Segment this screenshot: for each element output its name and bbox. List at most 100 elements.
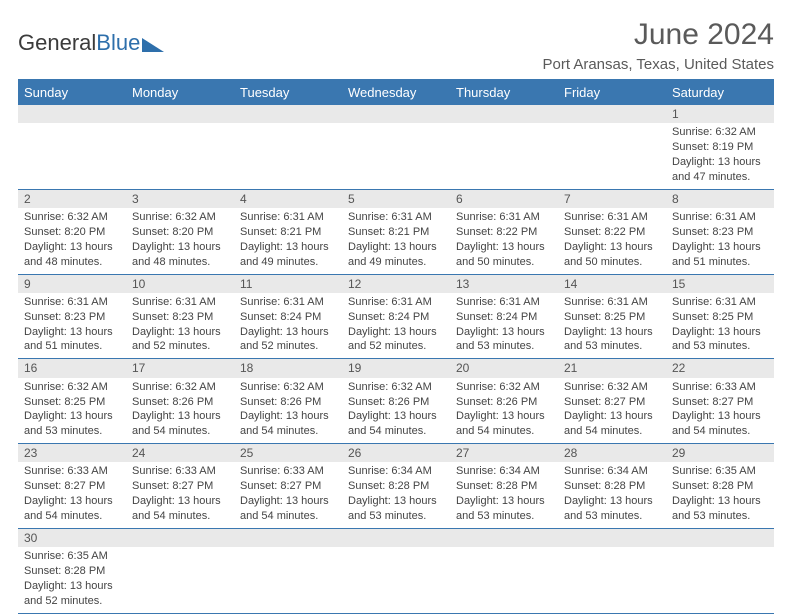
day-content-cell: Sunrise: 6:33 AMSunset: 8:27 PMDaylight:… [666, 378, 774, 444]
sunrise-line: Sunrise: 6:31 AM [132, 296, 216, 308]
day-details: Sunrise: 6:32 AMSunset: 8:26 PMDaylight:… [342, 378, 450, 443]
sunrise-line: Sunrise: 6:32 AM [456, 381, 540, 393]
day-details: Sunrise: 6:31 AMSunset: 8:25 PMDaylight:… [558, 293, 666, 358]
day-content-cell [342, 123, 450, 189]
sunrise-line: Sunrise: 6:31 AM [672, 211, 756, 223]
day-content-cell [234, 123, 342, 189]
day-number-cell [126, 105, 234, 123]
sunrise-line: Sunrise: 6:31 AM [672, 296, 756, 308]
day-number-cell [342, 528, 450, 547]
daylight-line: Daylight: 13 hours and 54 minutes. [456, 410, 545, 437]
day-number-cell: 14 [558, 274, 666, 293]
weekday-header: Sunday [18, 80, 126, 105]
sunrise-line: Sunrise: 6:32 AM [132, 381, 216, 393]
daylight-line: Daylight: 13 hours and 54 minutes. [132, 410, 221, 437]
day-number-cell [18, 105, 126, 123]
sunset-line: Sunset: 8:25 PM [672, 311, 753, 323]
day-content-cell: Sunrise: 6:31 AMSunset: 8:25 PMDaylight:… [558, 293, 666, 359]
day-content-cell: Sunrise: 6:32 AMSunset: 8:20 PMDaylight:… [126, 208, 234, 274]
sunrise-line: Sunrise: 6:31 AM [240, 211, 324, 223]
daylight-line: Daylight: 13 hours and 53 minutes. [456, 326, 545, 353]
title-block: June 2024 Port Aransas, Texas, United St… [542, 18, 774, 73]
day-content-cell [234, 547, 342, 613]
daylight-line: Daylight: 13 hours and 47 minutes. [672, 156, 761, 183]
day-number-cell: 9 [18, 274, 126, 293]
day-details: Sunrise: 6:31 AMSunset: 8:24 PMDaylight:… [234, 293, 342, 358]
daylight-line: Daylight: 13 hours and 48 minutes. [132, 241, 221, 268]
daylight-line: Daylight: 13 hours and 48 minutes. [24, 241, 113, 268]
day-number-cell: 8 [666, 189, 774, 208]
day-number-cell: 11 [234, 274, 342, 293]
daylight-line: Daylight: 13 hours and 54 minutes. [24, 495, 113, 522]
day-number: 21 [558, 359, 666, 377]
day-number: 4 [234, 190, 342, 208]
day-details: Sunrise: 6:31 AMSunset: 8:22 PMDaylight:… [558, 208, 666, 273]
sunset-line: Sunset: 8:27 PM [132, 480, 213, 492]
sunset-line: Sunset: 8:28 PM [456, 480, 537, 492]
sunrise-line: Sunrise: 6:35 AM [24, 550, 108, 562]
daylight-line: Daylight: 13 hours and 53 minutes. [564, 495, 653, 522]
calendar-body: 1 Sunrise: 6:32 AMSunset: 8:19 PMDayligh… [18, 105, 774, 613]
day-number: 2 [18, 190, 126, 208]
sunset-line: Sunset: 8:22 PM [564, 226, 645, 238]
calendar-week-numbers: 16171819202122 [18, 359, 774, 378]
day-details: Sunrise: 6:33 AMSunset: 8:27 PMDaylight:… [18, 462, 126, 527]
sunrise-line: Sunrise: 6:31 AM [240, 296, 324, 308]
daylight-line: Daylight: 13 hours and 54 minutes. [132, 495, 221, 522]
day-details: Sunrise: 6:32 AMSunset: 8:26 PMDaylight:… [450, 378, 558, 443]
sunrise-line: Sunrise: 6:33 AM [132, 465, 216, 477]
day-content-cell [558, 547, 666, 613]
sunrise-line: Sunrise: 6:31 AM [564, 211, 648, 223]
daylight-line: Daylight: 13 hours and 54 minutes. [564, 410, 653, 437]
sunset-line: Sunset: 8:28 PM [24, 565, 105, 577]
sunset-line: Sunset: 8:21 PM [348, 226, 429, 238]
sunset-line: Sunset: 8:23 PM [672, 226, 753, 238]
day-content-cell [18, 123, 126, 189]
day-content-cell: Sunrise: 6:33 AMSunset: 8:27 PMDaylight:… [234, 462, 342, 528]
daylight-line: Daylight: 13 hours and 54 minutes. [672, 410, 761, 437]
day-content-cell: Sunrise: 6:32 AMSunset: 8:20 PMDaylight:… [18, 208, 126, 274]
sunrise-line: Sunrise: 6:31 AM [564, 296, 648, 308]
day-number-cell [126, 528, 234, 547]
sunrise-line: Sunrise: 6:32 AM [564, 381, 648, 393]
day-details: Sunrise: 6:32 AM Sunset: 8:26 PM Daylight:… [126, 378, 234, 443]
day-number: 10 [126, 275, 234, 293]
daylight-line: Daylight: 13 hours and 53 minutes. [672, 495, 761, 522]
day-number: 7 [558, 190, 666, 208]
sunset-line: Sunset: 8:21 PM [240, 226, 321, 238]
day-number-cell: 6 [450, 189, 558, 208]
daylight-line: Daylight: 13 hours and 52 minutes. [240, 326, 329, 353]
day-number: 16 [18, 359, 126, 377]
day-number: 15 [666, 275, 774, 293]
day-details: Sunrise: 6:32 AMSunset: 8:20 PMDaylight:… [126, 208, 234, 273]
sunset-line: Sunset: 8:26 PM [132, 396, 213, 408]
day-number-cell: 7 [558, 189, 666, 208]
day-details: Sunrise: 6:32 AMSunset: 8:25 PMDaylight:… [18, 378, 126, 443]
weekday-header: Friday [558, 80, 666, 105]
day-content-cell [666, 547, 774, 613]
day-number-cell [342, 105, 450, 123]
day-content-cell: Sunrise: 6:32 AMSunset: 8:25 PMDaylight:… [18, 378, 126, 444]
day-content-cell [342, 547, 450, 613]
day-number-cell: 20 [450, 359, 558, 378]
day-number: 6 [450, 190, 558, 208]
sunset-line: Sunset: 8:27 PM [564, 396, 645, 408]
daylight-line: Daylight: 13 hours and 53 minutes. [348, 495, 437, 522]
day-content-cell: Sunrise: 6:34 AMSunset: 8:28 PMDaylight:… [342, 462, 450, 528]
calendar-week-content: Sunrise: 6:31 AMSunset: 8:23 PMDaylight:… [18, 293, 774, 359]
daylight-line: Daylight: 13 hours and 52 minutes. [132, 326, 221, 353]
day-content-cell: Sunrise: 6:31 AMSunset: 8:22 PMDaylight:… [450, 208, 558, 274]
sunrise-line: Sunrise: 6:31 AM [456, 211, 540, 223]
day-details: Sunrise: 6:31 AMSunset: 8:24 PMDaylight:… [450, 293, 558, 358]
day-details: Sunrise: 6:31 AMSunset: 8:23 PMDaylight:… [666, 208, 774, 273]
weekday-header: Monday [126, 80, 234, 105]
day-content-cell: Sunrise: 6:31 AMSunset: 8:24 PMDaylight:… [234, 293, 342, 359]
day-content-cell: Sunrise: 6:33 AMSunset: 8:27 PMDaylight:… [18, 462, 126, 528]
sunrise-line: Sunrise: 6:32 AM [348, 381, 432, 393]
sunrise-line: Sunrise: 6:35 AM [672, 465, 756, 477]
day-content-cell: Sunrise: 6:32 AMSunset: 8:26 PMDaylight:… [450, 378, 558, 444]
weekday-row: SundayMondayTuesdayWednesdayThursdayFrid… [18, 80, 774, 105]
day-number: 3 [126, 190, 234, 208]
day-number: 25 [234, 444, 342, 462]
calendar-week-numbers: 1 [18, 105, 774, 123]
